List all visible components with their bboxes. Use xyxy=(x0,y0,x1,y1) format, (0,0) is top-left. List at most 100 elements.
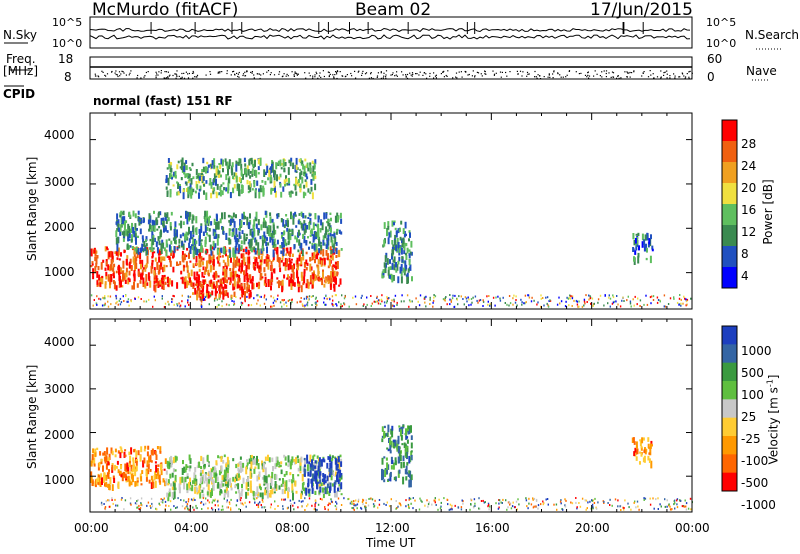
nave-point xyxy=(319,72,321,74)
power-colorbar-segment xyxy=(722,120,737,142)
nave-point xyxy=(169,74,171,76)
nave-point xyxy=(587,74,589,76)
nave-tick-bottom: 0 xyxy=(707,70,715,84)
x-tick-1: 04:00 xyxy=(174,521,209,535)
nave-point xyxy=(578,73,580,75)
nave-point xyxy=(226,70,228,72)
nave-point xyxy=(506,75,508,77)
nave-point xyxy=(410,74,412,76)
nave-point xyxy=(196,74,199,76)
nave-point xyxy=(194,76,196,78)
nave-point xyxy=(516,70,518,72)
nave-point xyxy=(650,74,652,76)
vel-tick-25: 25 xyxy=(741,410,757,424)
nave-point xyxy=(167,76,169,78)
y-tick-top-1000: 1000 xyxy=(44,265,75,279)
nave-point xyxy=(370,73,372,75)
y-axis-label-bottom: Slant Range [km] xyxy=(25,364,39,469)
nave-point xyxy=(612,76,614,78)
nave-point xyxy=(253,77,255,79)
velocity-colorbar-label: Velocity [m s-1] xyxy=(766,365,781,475)
velocity-colorbar-segment xyxy=(722,417,737,437)
nave-point xyxy=(467,74,469,76)
nave-point xyxy=(251,71,253,73)
data-region-power-2 xyxy=(115,210,343,258)
nave-point xyxy=(383,75,385,77)
nave-point xyxy=(120,73,122,75)
noise-panel-frame xyxy=(89,16,693,49)
nave-point xyxy=(385,76,387,78)
nave-point xyxy=(461,76,463,78)
nave-point xyxy=(98,76,100,78)
power-tick-12: 12 xyxy=(741,225,757,239)
nave-point xyxy=(183,72,185,74)
nave-point xyxy=(370,77,372,79)
nave-point xyxy=(396,75,398,77)
nave-point xyxy=(238,71,240,74)
nave-point xyxy=(336,77,338,80)
nave-point xyxy=(553,70,555,72)
nave-point xyxy=(447,70,449,72)
nave-point xyxy=(536,77,538,79)
nave-point xyxy=(599,75,601,77)
x-tick-3: 12:00 xyxy=(375,521,410,535)
velocity-colorbar-segment xyxy=(722,436,737,455)
nave-point xyxy=(548,74,550,76)
nave-point xyxy=(219,72,221,74)
nave-point xyxy=(219,71,221,73)
nave-point xyxy=(339,71,341,73)
nave-point xyxy=(628,72,630,74)
nave-point xyxy=(440,73,442,75)
beam-title: Beam 02 xyxy=(355,0,432,20)
nave-point xyxy=(147,71,149,73)
nave-point xyxy=(385,74,387,76)
nave-point xyxy=(537,74,539,76)
nave-point xyxy=(136,77,138,79)
nave-point xyxy=(97,75,99,77)
nave-point xyxy=(278,73,280,75)
nave-point xyxy=(547,76,549,78)
nave-point xyxy=(669,75,671,77)
nave-point xyxy=(315,71,317,73)
nave-point xyxy=(493,73,496,75)
nave-point xyxy=(485,73,487,75)
nave-point xyxy=(626,71,628,73)
nave-point xyxy=(181,76,183,78)
nave-point xyxy=(612,72,615,74)
nave-point xyxy=(244,71,246,73)
vel-tick-minus500: -500 xyxy=(741,476,769,490)
nave-point xyxy=(118,71,121,73)
nave-point xyxy=(385,77,387,79)
nave-point xyxy=(468,73,470,76)
nave-point xyxy=(629,71,631,74)
x-tick-2: 08:00 xyxy=(275,521,310,535)
y-tick-top-4000: 4000 xyxy=(44,128,75,142)
nave-point xyxy=(116,74,118,76)
velocity-colorbar-segment xyxy=(722,472,737,492)
nave-point xyxy=(380,71,382,73)
nave-point xyxy=(647,76,650,78)
nave-point xyxy=(527,73,529,75)
nave-point xyxy=(464,70,466,73)
power-colorbar-segment xyxy=(722,183,737,205)
nave-point xyxy=(682,73,684,75)
nave-point xyxy=(165,77,167,79)
nave-point xyxy=(456,77,458,79)
nave-point xyxy=(244,75,246,77)
nave-point xyxy=(188,72,190,75)
nave-point xyxy=(416,73,418,75)
nave-point xyxy=(476,71,478,73)
nave-point xyxy=(253,74,255,76)
nave-point xyxy=(106,73,109,75)
nave-point xyxy=(156,73,158,75)
nave-point xyxy=(336,70,339,72)
nsearch-label: N.Search xyxy=(745,28,800,42)
nave-point xyxy=(460,71,462,73)
cpid-value: normal (fast) 151 RF xyxy=(93,94,233,108)
nave-point xyxy=(297,73,299,75)
velocity-colorbar-segment xyxy=(722,381,737,400)
nave-point xyxy=(688,76,690,78)
nave-point xyxy=(305,77,307,79)
nave-point xyxy=(691,77,693,79)
noise-search-trace xyxy=(89,34,691,40)
